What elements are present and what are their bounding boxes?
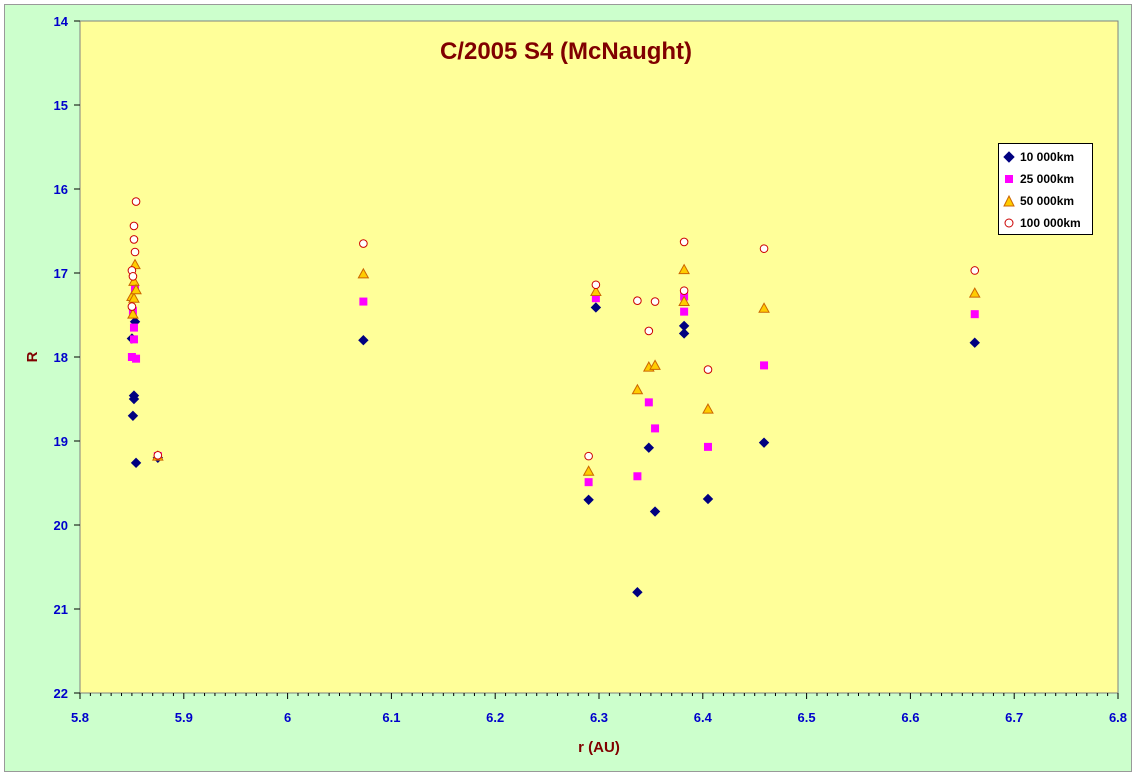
y-tick-label: 16 <box>54 182 68 197</box>
plot-area <box>79 20 1119 694</box>
y-tick-label: 22 <box>54 686 68 701</box>
data-point-diamond <box>632 586 643 598</box>
legend-label: 10 000km <box>1020 150 1075 164</box>
data-marks <box>126 197 981 598</box>
chart-title: C/2005 S4 (McNaught) <box>440 38 692 65</box>
data-point-triangle <box>357 267 370 279</box>
data-point-square <box>591 294 600 303</box>
x-tick-label: 5.8 <box>71 710 89 725</box>
data-point-circle <box>130 247 140 257</box>
legend-label: 25 000km <box>1020 172 1075 186</box>
x-tick-label: 6.3 <box>590 710 608 725</box>
data-point-diamond <box>649 506 661 517</box>
data-point-diamond <box>127 410 139 422</box>
data-point-square <box>132 354 141 363</box>
data-point-square <box>633 472 642 481</box>
data-point-triangle <box>130 283 142 295</box>
data-point-circle <box>129 235 139 244</box>
y-tick-label: 14 <box>54 14 69 29</box>
data-point-square <box>651 424 660 433</box>
data-point-triangle <box>678 295 690 307</box>
data-point-diamond <box>969 337 980 348</box>
data-point-circle <box>970 266 980 275</box>
data-point-circle <box>591 280 601 290</box>
data-point-circle <box>650 297 660 306</box>
data-point-square <box>129 323 138 332</box>
x-axis-title: r (AU) <box>578 739 620 756</box>
legend-label: 50 000km <box>1020 194 1075 208</box>
y-axis-title: R <box>24 351 41 362</box>
diamond-marker-icon <box>1003 151 1015 163</box>
square-marker-icon <box>1005 175 1013 183</box>
data-point-circle <box>644 326 654 336</box>
data-point-diamond <box>358 334 369 346</box>
data-point-circle <box>759 244 769 253</box>
data-point-triangle <box>649 359 661 370</box>
data-point-triangle <box>631 383 644 395</box>
x-tick-label: 6.7 <box>1005 710 1023 725</box>
x-tick-label: 6.2 <box>486 710 504 725</box>
data-point-circle <box>131 197 141 206</box>
data-point-square <box>129 335 138 344</box>
data-point-diamond <box>702 493 714 505</box>
x-tick-label: 5.9 <box>175 710 193 725</box>
y-tick-label: 15 <box>54 98 68 113</box>
data-point-triangle <box>968 287 981 298</box>
data-point-square <box>584 478 593 487</box>
data-point-diamond <box>643 442 655 453</box>
data-point-circle <box>129 221 139 231</box>
y-tick-label: 21 <box>54 602 68 617</box>
legend-label: 100 000km <box>1020 216 1081 230</box>
data-point-triangle <box>128 275 140 286</box>
data-point-square <box>644 398 653 407</box>
data-point-circle <box>703 365 713 374</box>
data-point-diamond <box>590 302 602 313</box>
data-point-square <box>760 361 769 370</box>
x-tick-label: 6.6 <box>901 710 919 725</box>
data-point-triangle <box>678 263 690 275</box>
data-point-diamond <box>678 328 690 339</box>
legend-item-100000km: 100 000km <box>1003 212 1088 234</box>
x-tick-label: 6.1 <box>382 710 400 725</box>
data-point-triangle <box>758 302 770 313</box>
legend-item-50000km: 50 000km <box>1003 190 1088 212</box>
data-point-square <box>703 442 712 451</box>
data-point-triangle <box>582 465 595 476</box>
x-tick-label: 6 <box>284 710 291 725</box>
data-point-circle <box>128 272 138 281</box>
data-point-triangle <box>702 403 714 414</box>
data-point-diamond <box>128 393 140 405</box>
data-point-square <box>970 310 979 319</box>
data-point-diamond <box>583 494 594 506</box>
data-point-circle <box>359 239 368 248</box>
y-tick-label: 18 <box>54 350 68 365</box>
data-point-circle <box>127 302 137 311</box>
triangle-marker-icon <box>1003 195 1015 207</box>
x-tick-label: 6.4 <box>694 710 713 725</box>
circle-marker-icon <box>1004 218 1014 228</box>
y-tick-label: 17 <box>54 266 68 281</box>
x-tick-label: 6.5 <box>798 710 816 725</box>
data-point-circle <box>153 450 163 460</box>
data-point-triangle <box>590 285 602 296</box>
y-tick-label: 19 <box>54 434 68 449</box>
axis-ticks: 5.8 5.9 6 6.1 6.2 6.3 6.4 6.5 6.6 6.7 6.8 14 15 16 17 1… <box>54 14 1128 725</box>
data-point-circle <box>633 296 642 306</box>
legend: 10 000km 25 000km 50 000km 100 000km <box>998 143 1093 235</box>
y-tick-label: 20 <box>54 518 68 533</box>
data-point-diamond <box>758 437 770 448</box>
data-point-circle <box>584 451 593 461</box>
data-point-triangle <box>128 292 140 303</box>
x-tick-label: 6.8 <box>1109 710 1127 725</box>
data-point-circle <box>679 286 689 295</box>
data-point-square <box>359 297 368 306</box>
data-point-square <box>127 353 136 361</box>
legend-item-25000km: 25 000km <box>1003 168 1088 190</box>
data-point-triangle <box>127 308 139 319</box>
data-point-diamond <box>130 457 142 469</box>
legend-item-10000km: 10 000km <box>1003 146 1088 168</box>
data-point-circle <box>679 237 689 247</box>
data-point-square <box>680 307 689 316</box>
